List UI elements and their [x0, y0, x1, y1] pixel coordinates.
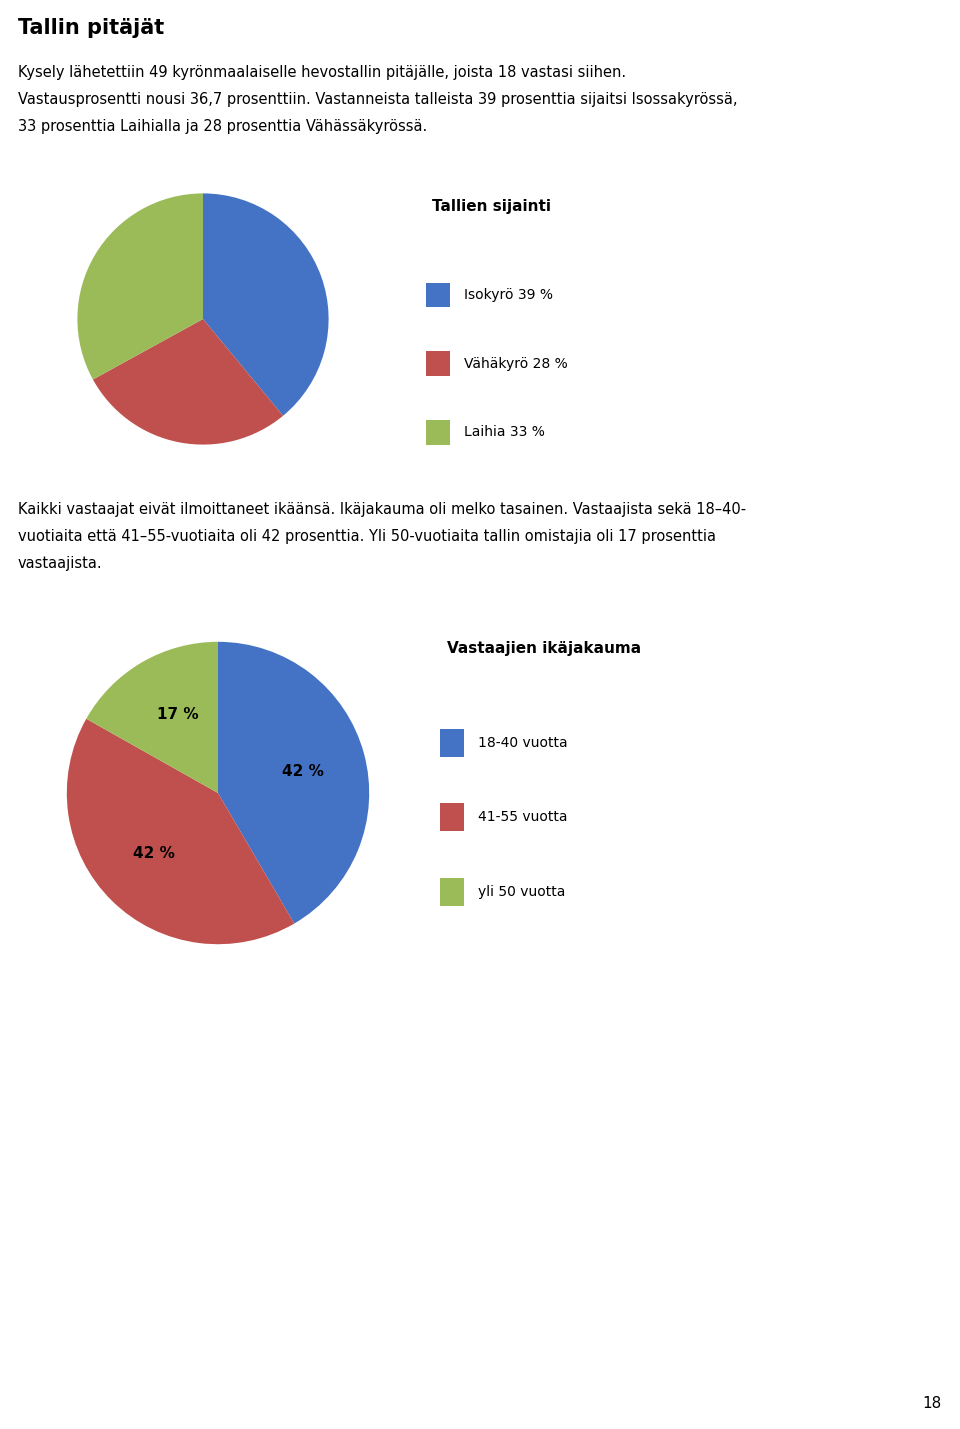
Bar [425, 420, 450, 444]
Wedge shape [93, 319, 283, 444]
Bar [441, 729, 464, 757]
Text: 18-40 vuotta: 18-40 vuotta [478, 736, 567, 750]
Text: 18: 18 [923, 1396, 942, 1410]
Text: 33 prosenttia Laihialla ja 28 prosenttia Vähässäkyrössä.: 33 prosenttia Laihialla ja 28 prosenttia… [18, 119, 427, 134]
Text: Laihia 33 %: Laihia 33 % [464, 426, 545, 440]
Text: yli 50 vuotta: yli 50 vuotta [478, 885, 565, 899]
Wedge shape [78, 193, 203, 380]
Text: Vastaajien ikäjakauma: Vastaajien ikäjakauma [447, 640, 641, 656]
Text: vastaajista.: vastaajista. [18, 556, 103, 572]
Text: Vähäkyrö 28 %: Vähäkyrö 28 % [464, 357, 567, 370]
Text: Kysely lähetettiin 49 kyrönmaalaiselle hevostallin pitäjälle, joista 18 vastasi : Kysely lähetettiin 49 kyrönmaalaiselle h… [18, 64, 626, 80]
Text: Tallien sijainti: Tallien sijainti [433, 199, 551, 214]
Wedge shape [67, 719, 295, 945]
Text: Isokyrö 39 %: Isokyrö 39 % [464, 289, 553, 302]
Text: Kaikki vastaajat eivät ilmoittaneet ikäänsä. Ikäjakauma oli melko tasainen. Vast: Kaikki vastaajat eivät ilmoittaneet ikää… [18, 502, 746, 517]
Text: Tallin pitäjät: Tallin pitäjät [18, 19, 164, 39]
Text: 42 %: 42 % [133, 846, 175, 860]
Wedge shape [218, 642, 370, 923]
Text: Vastausprosentti nousi 36,7 prosenttiin. Vastanneista talleista 39 prosenttia si: Vastausprosentti nousi 36,7 prosenttiin.… [18, 91, 737, 107]
Text: 17 %: 17 % [157, 707, 199, 723]
Text: 42 %: 42 % [282, 763, 324, 779]
Bar [441, 803, 464, 832]
Text: 41-55 vuotta: 41-55 vuotta [478, 810, 567, 825]
Text: vuotiaita että 41–55-vuotiaita oli 42 prosenttia. Yli 50-vuotiaita tallin omista: vuotiaita että 41–55-vuotiaita oli 42 pr… [18, 529, 716, 544]
Wedge shape [203, 193, 328, 416]
Bar [425, 352, 450, 376]
Wedge shape [86, 642, 218, 793]
Bar [425, 283, 450, 307]
Bar [441, 877, 464, 906]
